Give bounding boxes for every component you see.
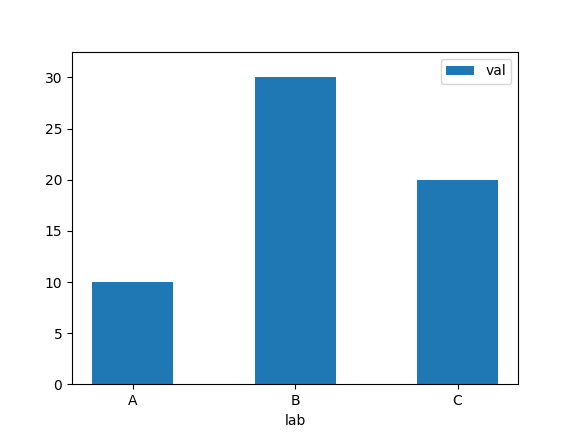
X-axis label: lab: lab (285, 414, 306, 428)
Bar (417, 180, 498, 384)
Legend: val: val (441, 59, 511, 84)
Bar (92, 282, 173, 384)
Bar (255, 77, 336, 384)
